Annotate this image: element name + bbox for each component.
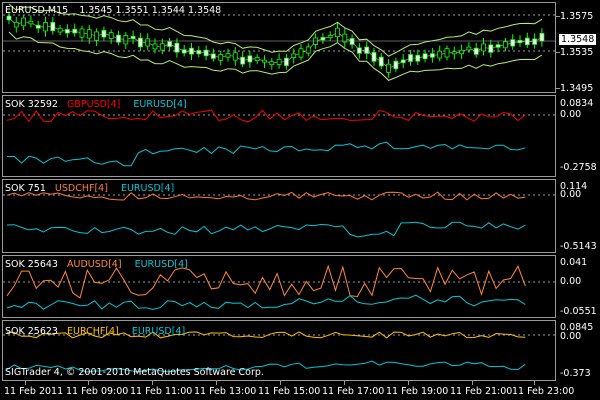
indicator-4-series-a: EURCHF[4]: [67, 326, 119, 337]
indicator-3-prefix: SOK 25643: [5, 259, 58, 270]
indicator-2-series-a: USDCHF[4]: [54, 183, 108, 194]
indicator-1-axis-top: 0.0834: [560, 98, 594, 109]
price-pane[interactable]: EURUSD,M15 1.3545 1.3551 1.3544 1.3548: [2, 2, 556, 93]
price-level-mid: 1.3535: [560, 47, 594, 58]
indicator-3-plot: [3, 264, 555, 310]
indicator-4-prefix: SOK 25623: [5, 326, 58, 337]
indicator-1-plot: [3, 109, 555, 167]
time-label: 11 Feb 11:00: [130, 386, 193, 397]
indicator-4-axis-bottom: -0.373: [560, 368, 591, 379]
indicator-3-axis-zero: 0.00: [560, 276, 582, 287]
indicator-1-prefix: SOK 32592: [5, 99, 58, 110]
indicator-pane-1[interactable]: SOK 32592 GBPUSD[4] EURUSD[4]: [2, 95, 556, 177]
time-label: 11 Feb 23:00: [512, 386, 575, 397]
time-label: 11 Feb 2011: [4, 386, 64, 397]
indicator-3-title: SOK 25643 AUDUSD[4] EURUSD[4]: [5, 259, 188, 270]
indicator-3-axis-bottom: -0.0551: [560, 306, 597, 317]
indicator-3-series-a: AUDUSD[4]: [67, 259, 122, 270]
indicator-4-plot: [3, 331, 555, 373]
indicator-2-series-b: EURUSD[4]: [120, 183, 175, 194]
indicator-4-axis: 0.0845 0.00 -0.373: [556, 320, 600, 381]
price-chart: [3, 3, 555, 81]
indicator-pane-4[interactable]: SOK 25623 EURCHF[4] EURUSD[4] SIGTrader …: [2, 320, 556, 381]
time-label: 11 Feb 17:00: [322, 386, 385, 397]
indicator-4-series-b: EURUSD[4]: [131, 326, 186, 337]
time-label: 11 Feb 09:00: [66, 386, 129, 397]
indicator-2-axis: 0.114 0.00 -0.5143: [556, 179, 600, 253]
indicator-1-axis-zero: 0.00: [560, 109, 582, 120]
indicator-pane-3[interactable]: SOK 25643 AUDUSD[4] EURUSD[4]: [2, 255, 556, 318]
symbol-timeframe: EURUSD,M15: [5, 5, 69, 16]
price-level-low: 1.3495: [560, 83, 594, 94]
price-header: EURUSD,M15 1.3545 1.3551 1.3544 1.3548: [5, 5, 221, 16]
current-price-box: 1.3548: [559, 34, 597, 45]
indicator-1-title: SOK 32592 GBPUSD[4] EURUSD[4]: [5, 99, 187, 110]
indicator-2-prefix: SOK 751: [5, 183, 46, 194]
indicator-3-axis: 0.041 0.00 -0.0551: [556, 255, 600, 318]
indicator-1-series-b: EURUSD[4]: [133, 99, 187, 110]
indicator-2-axis-bottom: -0.5143: [560, 241, 597, 252]
price-axis: 1.3575 1.3548 1.3535 1.3495: [556, 2, 600, 94]
indicator-1-axis: 0.0834 0.00 -0.2758: [556, 95, 600, 177]
indicator-2-title: SOK 751 USDCHF[4] EURUSD[4]: [5, 183, 174, 194]
indicator-pane-2[interactable]: SOK 751 USDCHF[4] EURUSD[4]: [2, 179, 556, 253]
indicator-3-axis-top: 0.041: [560, 257, 588, 268]
time-label: 11 Feb 21:00: [450, 386, 513, 397]
copyright-text: SIGTrader 4, © 2001-2010 MetaQuotes Soft…: [5, 367, 264, 378]
indicator-2-axis-zero: 0.00: [560, 189, 582, 200]
indicator-4-title: SOK 25623 EURCHF[4] EURUSD[4]: [5, 326, 185, 337]
price-level-high: 1.3575: [560, 11, 594, 22]
indicator-4-axis-zero: 0.00: [560, 331, 582, 342]
indicator-3-series-b: EURUSD[4]: [134, 259, 188, 270]
time-label: 11 Feb 13:00: [194, 386, 257, 397]
indicator-1-axis-bottom: -0.2758: [560, 162, 597, 173]
indicator-4-axis-top: 0.0845: [560, 322, 594, 333]
indicator-2-plot: [3, 191, 555, 238]
indicator-1-series-a: GBPUSD[4]: [67, 99, 121, 110]
ohlc-values: 1.3545 1.3551 1.3544 1.3548: [79, 5, 222, 16]
indicator-2-axis-top: 0.114: [560, 181, 588, 192]
time-label: 11 Feb 15:00: [258, 386, 321, 397]
time-label: 11 Feb 19:00: [386, 386, 449, 397]
